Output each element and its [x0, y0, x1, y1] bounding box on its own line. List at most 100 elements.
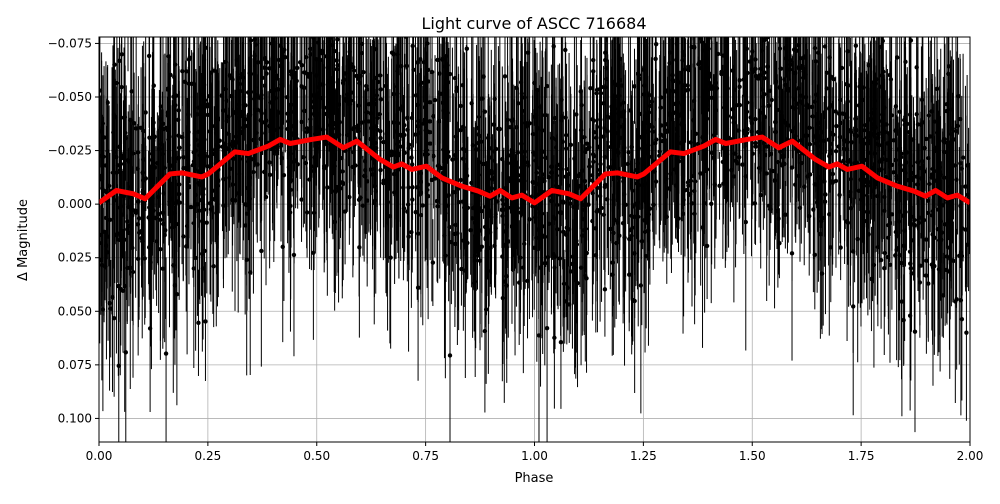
data-point	[834, 149, 838, 153]
data-point	[773, 120, 777, 124]
data-point	[272, 149, 276, 153]
data-point	[290, 72, 294, 76]
data-point	[315, 131, 319, 135]
data-point	[192, 159, 196, 163]
y-axis-label: Δ Magnitude	[16, 199, 31, 281]
data-point	[187, 185, 191, 189]
data-point	[326, 4, 330, 8]
data-point	[354, 74, 358, 78]
data-point	[525, 279, 529, 283]
data-point	[910, 171, 914, 175]
data-point	[718, 19, 722, 23]
y-tick-label: 0.025	[58, 251, 92, 265]
data-point	[397, 3, 401, 7]
data-point	[847, 28, 851, 32]
data-point	[842, 112, 846, 116]
data-point	[894, 230, 898, 234]
data-point	[888, 263, 892, 267]
data-point	[249, 72, 253, 76]
data-point	[518, 255, 522, 259]
y-tick-label: 0.050	[58, 304, 92, 318]
data-point	[745, 26, 749, 30]
data-point	[537, 333, 541, 337]
data-point	[610, 112, 614, 116]
data-point	[909, 164, 913, 168]
data-point	[497, 127, 501, 131]
data-point	[368, 137, 372, 141]
data-point	[281, 245, 285, 249]
data-point	[688, 2, 692, 6]
data-point	[869, 117, 873, 121]
data-point	[675, 42, 679, 46]
data-point	[431, 114, 435, 118]
data-point	[949, 227, 953, 231]
data-point	[307, 75, 311, 79]
data-point	[137, 231, 141, 235]
data-point	[375, 116, 379, 120]
data-point	[302, 86, 306, 90]
data-point	[849, 130, 853, 134]
data-point	[705, 88, 709, 92]
data-point	[622, 235, 626, 239]
data-point	[164, 351, 168, 355]
data-point	[282, 1, 286, 5]
data-point	[406, 202, 410, 206]
data-point	[602, 213, 606, 217]
data-point	[822, 139, 826, 143]
data-point	[112, 316, 116, 320]
data-point	[348, 62, 352, 66]
data-point	[295, 27, 299, 31]
data-point	[742, 1, 746, 5]
data-point	[357, 245, 361, 249]
data-point	[804, 15, 808, 19]
data-point	[585, 141, 589, 145]
data-point	[693, 179, 697, 183]
data-point	[761, 104, 765, 108]
data-point	[632, 299, 636, 303]
data-point	[156, 195, 160, 199]
data-point	[788, 13, 792, 17]
data-point	[211, 264, 215, 268]
data-point	[476, 141, 480, 145]
data-point	[876, 245, 880, 249]
data-point	[591, 69, 595, 73]
data-point	[714, 19, 718, 23]
data-point	[390, 50, 394, 54]
data-point	[853, 117, 857, 121]
data-point	[856, 189, 860, 193]
data-point	[687, 193, 691, 197]
data-point	[748, 115, 752, 119]
data-point	[416, 119, 420, 123]
data-point	[960, 317, 964, 321]
data-point	[579, 265, 583, 269]
data-point	[280, 57, 284, 61]
data-point	[491, 122, 495, 126]
data-point	[158, 247, 162, 251]
data-point	[107, 184, 111, 188]
data-point	[115, 81, 119, 85]
data-point	[258, 137, 262, 141]
data-point	[385, 155, 389, 159]
data-point	[788, 58, 792, 62]
data-point	[274, 19, 278, 23]
data-point	[184, 69, 188, 73]
data-point	[322, 166, 326, 170]
data-point	[262, 170, 266, 174]
data-point	[790, 251, 794, 255]
data-point	[545, 326, 549, 330]
data-point	[740, 162, 744, 166]
data-point	[465, 174, 469, 178]
data-point	[200, 160, 204, 164]
data-point	[192, 131, 196, 135]
data-point	[210, 197, 214, 201]
data-point	[503, 229, 507, 233]
data-point	[112, 112, 116, 116]
data-point	[931, 209, 935, 213]
data-point	[125, 219, 129, 223]
data-point	[634, 168, 638, 172]
data-point	[140, 170, 144, 174]
data-point	[787, 14, 791, 18]
data-point	[818, 232, 822, 236]
data-point	[745, 47, 749, 51]
data-point	[646, 118, 650, 122]
